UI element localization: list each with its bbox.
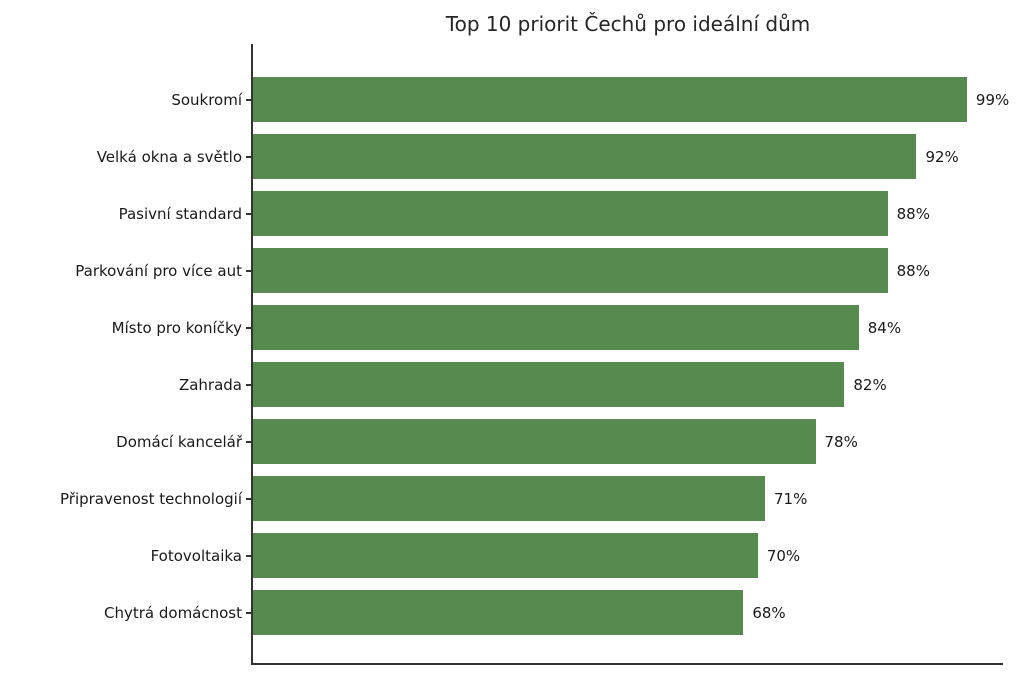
bar: [253, 362, 845, 407]
y-axis-tick: [246, 269, 251, 272]
bar: [253, 134, 917, 179]
category-label: Fotovoltaika: [150, 546, 242, 565]
category-label: Domácí kancelář: [116, 432, 242, 451]
category-label: Chytrá domácnost: [104, 603, 242, 622]
bar-row: Fotovoltaika 70%: [151, 533, 1003, 578]
category-label: Připravenost technologií: [60, 489, 242, 508]
bar: [253, 533, 758, 578]
chart-title: Top 10 priorit Čechů pro ideální dům: [445, 12, 811, 36]
bar-row: Připravenost technologií 71%: [60, 476, 1003, 521]
y-axis-tick: [246, 212, 251, 215]
bar: [253, 419, 816, 464]
category-label: Pasivní standard: [118, 204, 242, 223]
category-label: Velká okna a světlo: [96, 147, 242, 166]
bar: [253, 305, 859, 350]
bar-row: Zahrada 82%: [179, 362, 1003, 407]
bar-row: Velká okna a světlo 92%: [97, 134, 1003, 179]
category-label: Parkování pro více aut: [75, 261, 242, 280]
category-label: Místo pro koníčky: [111, 318, 242, 337]
bar-row: Místo pro koníčky 84%: [112, 305, 1003, 350]
bar: [253, 191, 888, 236]
y-axis-tick: [246, 611, 251, 614]
y-axis-tick: [246, 383, 251, 386]
y-axis-tick: [246, 326, 251, 329]
y-axis-tick: [246, 497, 251, 500]
bar-row: Parkování pro více aut 88%: [75, 248, 1003, 293]
bar-value-label: 82%: [853, 375, 887, 394]
category-label: Soukromí: [171, 90, 242, 109]
x-axis-line: [251, 663, 1003, 665]
bar-value-label: 99%: [975, 90, 1010, 109]
y-axis-tick: [246, 98, 251, 101]
bar: [253, 590, 744, 635]
bar-value-label: 68%: [752, 603, 786, 622]
bar-value-label: 92%: [925, 147, 959, 166]
bar-row: Chytrá domácnost 68%: [104, 590, 1003, 635]
bar-value-label: 88%: [896, 261, 930, 280]
bar-value-label: 70%: [766, 546, 801, 565]
y-axis-tick: [246, 554, 251, 557]
bar-value-label: 88%: [896, 204, 930, 223]
bar-value-label: 78%: [824, 432, 858, 451]
bar: [253, 77, 967, 122]
bar-value-label: 84%: [867, 318, 902, 337]
bar-row: Soukromí 99%: [171, 77, 1009, 122]
y-axis-tick: [246, 440, 251, 443]
category-label: Zahrada: [178, 375, 242, 394]
bar: [253, 248, 888, 293]
plot-area: Soukromí 99% Velká okna a světlo 92% Pas…: [60, 44, 1009, 665]
bar: [253, 476, 766, 521]
bar-row: Pasivní standard 88%: [119, 191, 1003, 236]
y-axis-line: [251, 44, 253, 665]
bar-value-label: 71%: [774, 489, 808, 508]
bar-row: Domácí kancelář 78%: [116, 419, 1003, 464]
y-axis-tick: [246, 155, 251, 158]
